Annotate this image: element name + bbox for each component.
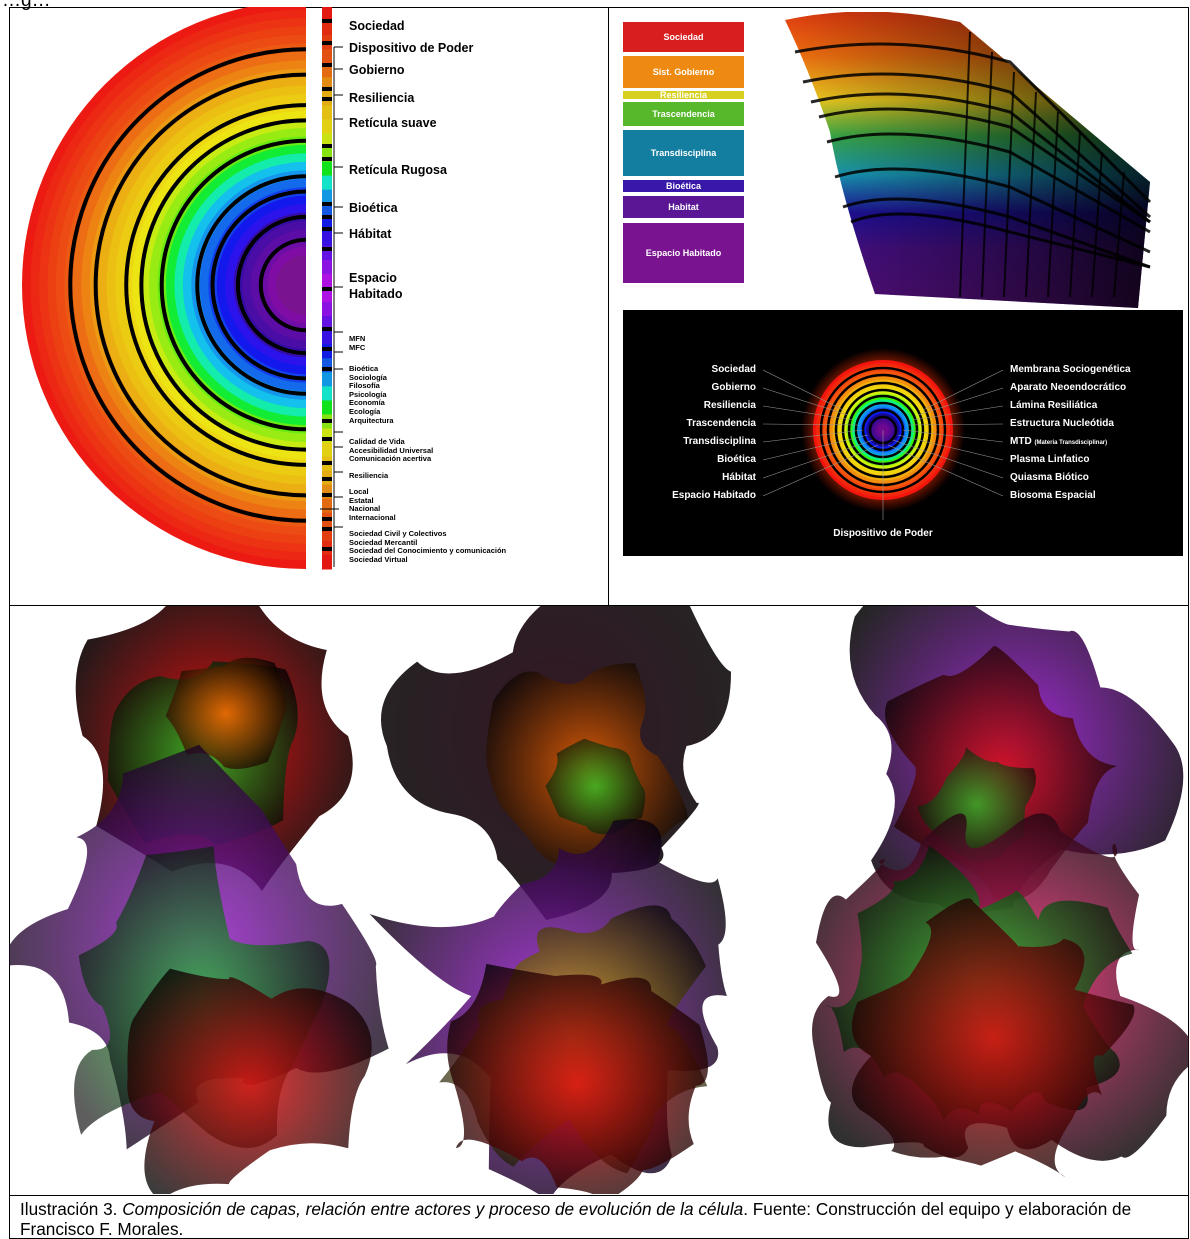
sub-label: Sociología xyxy=(349,372,387,382)
sub-label: MFC xyxy=(349,342,366,352)
legend-item: Espacio Habitado xyxy=(623,223,744,283)
organic-form xyxy=(447,963,708,1194)
organic-form xyxy=(127,968,372,1194)
sub-label: Nacional xyxy=(349,504,381,514)
sub-label: Sociedad del Conocimiento y comunicación xyxy=(349,546,507,556)
layer-label: Gobierno xyxy=(349,63,405,77)
caption-source: . Fuente: Construcción del equipo y elab… xyxy=(20,1199,1132,1239)
sub-label: Arquitectura xyxy=(349,415,394,425)
cell-layer-label: Sociedad xyxy=(711,364,756,375)
cell-organ-name: Aparato Neoendocrático xyxy=(1010,382,1127,393)
layer-label: Espacio Habitado xyxy=(349,271,403,301)
sub-label: Calidad de Vida xyxy=(349,437,405,446)
fan-sector-diagram xyxy=(785,12,1152,308)
mtd-note: (Materia Transdisciplinar) xyxy=(1034,440,1108,446)
layer-label: Dispositivo de Poder xyxy=(349,41,474,55)
sub-label: Local xyxy=(349,487,369,496)
cell-layer-label: Resiliencia xyxy=(703,400,756,411)
layer-label: Retícula Rugosa xyxy=(349,163,447,177)
legend-item: Resiliencia xyxy=(623,90,744,100)
cell-organ-name: MTD xyxy=(1010,436,1032,447)
cell-organ-label: Estructura Nucleótida xyxy=(1010,418,1114,429)
cell-organ-label: Aparato Neoendocrático xyxy=(1010,382,1126,393)
sub-label: Resiliencia xyxy=(349,471,389,480)
cell-organ-label: Biosoma Espacial xyxy=(1010,490,1096,501)
bottom-label: Dispositivo de Poder xyxy=(833,528,933,539)
cell-organ-label: Plasma Linfatico xyxy=(1010,454,1089,465)
legend-item: Sist. Gobierno xyxy=(623,56,744,88)
cell-layer-label: Gobierno xyxy=(711,382,756,393)
sub-label: Ecología xyxy=(349,407,381,416)
cell-layer-label: Trascendencia xyxy=(686,418,756,429)
sub-label: Internacional xyxy=(349,512,396,522)
frame-divider-vertical xyxy=(608,7,609,605)
cell-layer-label: Espacio Habitado xyxy=(672,490,756,501)
sub-label: Accesibilidad Universal xyxy=(349,445,434,455)
page-fragment-text: …g… xyxy=(2,0,51,11)
cell-organ-name: Quiasma Biótico xyxy=(1010,472,1089,483)
cell-organ-name: Plasma Linfatico xyxy=(1010,454,1090,465)
black-ring xyxy=(159,138,307,432)
black-ring xyxy=(124,103,307,467)
concentric-rings xyxy=(762,348,1004,520)
layer-label: Bioética xyxy=(349,201,398,215)
caption-title: Composición de capas, relación entre act… xyxy=(122,1199,744,1219)
sub-label: Sociedad Virtual xyxy=(349,554,408,564)
cell-organ-label: Lámina Resiliática xyxy=(1010,400,1097,411)
sub-label: Estatal xyxy=(349,495,374,505)
sub-label: Sociedad Mercantil xyxy=(349,537,418,547)
cell-organ-name: Biosoma Espacial xyxy=(1010,490,1096,501)
layer-label: Resiliencia xyxy=(349,91,415,105)
sub-label: MFN xyxy=(349,334,366,343)
cell-organ-label: MTD (Materia Transdisciplinar) xyxy=(1010,436,1107,447)
concentric-cell-panel: Sociedad Gobierno Resiliencia Trascendencia… xyxy=(623,310,1183,556)
black-ring xyxy=(68,47,307,523)
legend-item: Habitat xyxy=(623,196,744,218)
black-ring xyxy=(139,118,307,452)
sub-label: Bioética xyxy=(349,364,379,373)
half-circle-layers-diagram xyxy=(22,7,343,570)
black-ring xyxy=(258,237,307,333)
layer-label: Hábitat xyxy=(349,227,392,241)
layer-label: Retícula suave xyxy=(349,116,437,130)
layer-label: Sociedad xyxy=(349,19,405,33)
organic-form xyxy=(851,898,1135,1178)
black-ring xyxy=(235,214,307,356)
cell-organ-name: Estructura Nucleótida xyxy=(1010,418,1114,429)
legend-item: Trascendencia xyxy=(623,102,744,126)
cell-layer-label: Transdisciplina xyxy=(683,436,756,447)
cell-organ-name: Membrana Sociogenética xyxy=(1010,364,1131,375)
black-ring xyxy=(210,189,307,381)
cell-layer-label: Bioética xyxy=(717,454,756,465)
cell-layer-label: Hábitat xyxy=(722,472,756,483)
legend-item: Bioética xyxy=(623,180,744,192)
caption-divider xyxy=(9,1195,1189,1196)
caption-prefix: Ilustración 3. xyxy=(20,1199,123,1219)
organic-form xyxy=(165,657,287,769)
cell-organ-name: Lámina Resiliática xyxy=(1010,400,1098,411)
black-ring xyxy=(93,72,307,498)
black-ring xyxy=(195,174,307,396)
sub-label: Economía xyxy=(349,398,385,408)
cell-evolution-forms xyxy=(9,606,1189,1194)
cell-organ-label: Membrana Sociogenética xyxy=(1010,364,1131,375)
legend-item: Transdisciplina xyxy=(623,130,744,176)
sub-label: Comunicación acertiva xyxy=(349,454,432,464)
organic-form xyxy=(545,738,646,835)
legend-item: Sociedad xyxy=(623,22,744,52)
sub-label: Filosofía xyxy=(349,381,380,391)
cell-organ-label: Quiasma Biótico xyxy=(1010,472,1089,483)
sub-label: Sociedad Civil y Colectivos xyxy=(349,529,447,538)
figure-caption: Ilustración 3. Composición de capas, rel… xyxy=(20,1199,1180,1239)
sub-label: Psicología xyxy=(349,389,387,399)
